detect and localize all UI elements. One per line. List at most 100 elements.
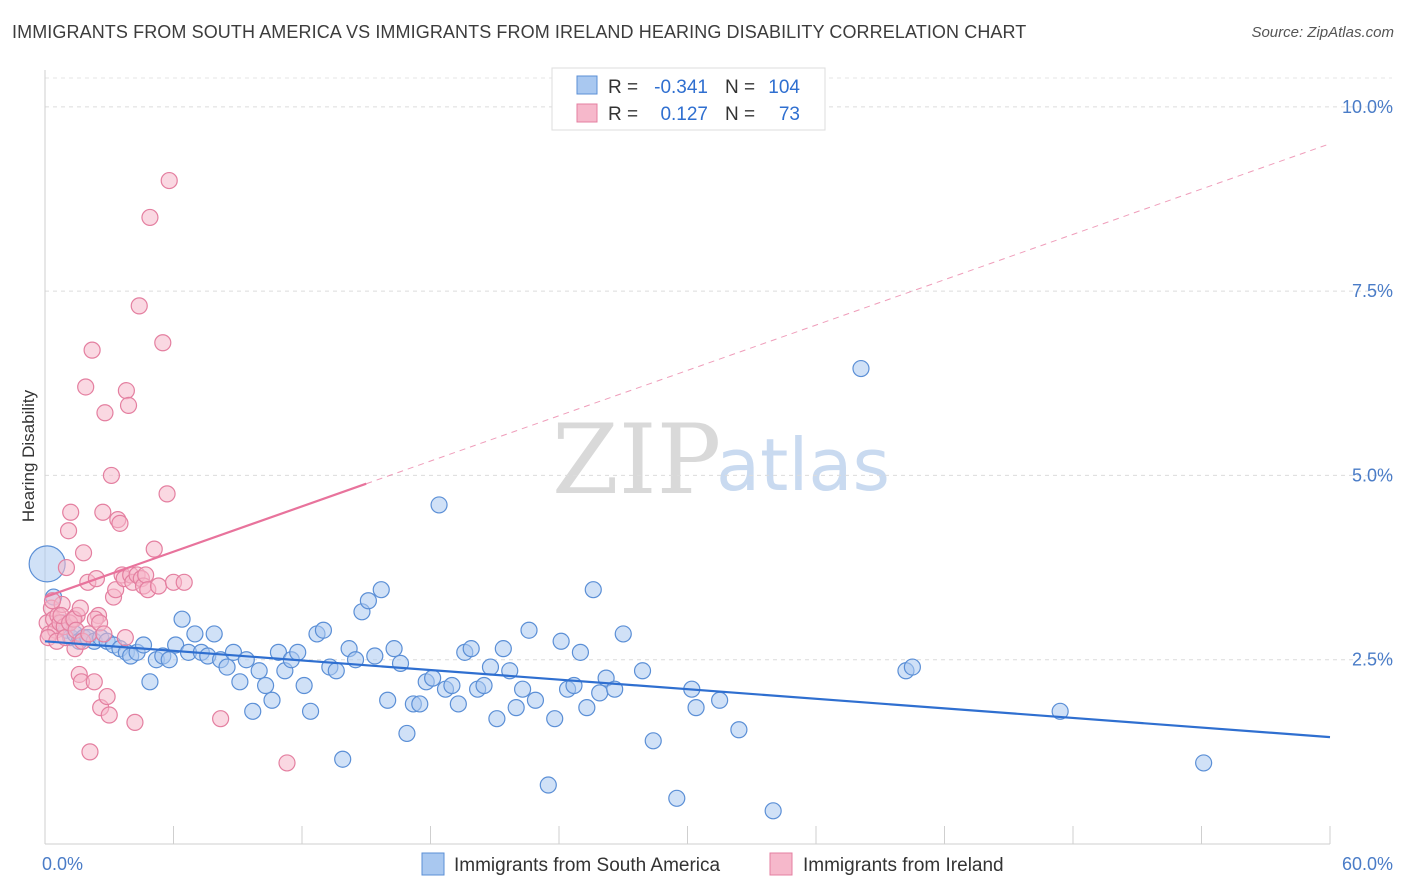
data-point bbox=[173, 610, 191, 628]
data-point bbox=[160, 171, 178, 190]
series-ireland-points bbox=[38, 171, 296, 772]
data-point bbox=[62, 503, 80, 521]
data-point bbox=[424, 669, 442, 687]
data-point bbox=[83, 341, 101, 359]
data-point bbox=[116, 628, 134, 647]
data-point bbox=[137, 566, 155, 584]
stats-r-label: R = bbox=[608, 77, 638, 98]
data-point bbox=[494, 640, 512, 658]
watermark-atlas: atlas bbox=[716, 423, 890, 507]
data-point bbox=[95, 625, 113, 643]
data-point bbox=[443, 676, 461, 695]
stats-r-value: 0.127 bbox=[660, 104, 708, 125]
data-point bbox=[372, 581, 390, 599]
y-tick-label: 7.5% bbox=[1352, 281, 1393, 301]
data-point bbox=[98, 687, 116, 706]
stats-r-value: -0.341 bbox=[654, 77, 708, 98]
data-point bbox=[167, 636, 185, 654]
data-point bbox=[488, 710, 506, 728]
y-tick-labels: 2.5% 5.0% 7.5% 10.0% bbox=[1342, 97, 1393, 670]
stats-n-value: 73 bbox=[779, 104, 800, 125]
data-point bbox=[513, 680, 532, 698]
data-point bbox=[430, 496, 448, 514]
stats-swatch-ireland bbox=[576, 103, 598, 123]
legend-swatch-ireland bbox=[769, 852, 793, 876]
data-point bbox=[852, 359, 870, 378]
source-credit: Source: ZipAtlas.com bbox=[1251, 24, 1394, 41]
data-point bbox=[119, 396, 138, 414]
data-point bbox=[633, 662, 652, 680]
trend-lines bbox=[44, 143, 1331, 739]
data-point bbox=[278, 754, 296, 772]
trend-line-south-america bbox=[44, 640, 1331, 739]
data-point bbox=[141, 673, 159, 691]
trend-line-ireland bbox=[44, 482, 367, 599]
data-point bbox=[94, 503, 112, 521]
data-point bbox=[606, 680, 624, 698]
data-point bbox=[59, 522, 78, 540]
data-point bbox=[1051, 702, 1069, 720]
data-point bbox=[149, 577, 168, 595]
data-point bbox=[578, 699, 596, 717]
x-tick-label: 60.0% bbox=[1342, 854, 1393, 874]
data-point bbox=[102, 466, 120, 485]
data-point bbox=[74, 544, 93, 562]
data-point bbox=[269, 643, 288, 661]
data-point bbox=[301, 702, 320, 720]
data-point bbox=[85, 673, 103, 691]
data-point bbox=[295, 676, 313, 695]
data-point bbox=[218, 658, 236, 676]
data-point bbox=[584, 581, 602, 599]
data-point bbox=[263, 691, 281, 709]
data-point bbox=[379, 691, 397, 709]
data-point bbox=[526, 691, 545, 709]
data-point bbox=[411, 695, 429, 713]
stats-r-label: R = bbox=[608, 104, 638, 125]
data-point bbox=[314, 621, 333, 639]
axes bbox=[44, 70, 1331, 845]
data-point bbox=[366, 647, 384, 665]
data-point bbox=[205, 625, 223, 643]
data-point bbox=[186, 625, 204, 643]
data-point bbox=[711, 691, 729, 709]
data-point bbox=[96, 404, 114, 422]
stats-swatch-south-america bbox=[576, 75, 598, 95]
data-point bbox=[730, 721, 748, 739]
watermark-zip: ZIP bbox=[552, 404, 721, 516]
data-point bbox=[160, 651, 178, 669]
data-point bbox=[57, 558, 76, 577]
data-point bbox=[398, 724, 416, 743]
stats-box: R = -0.341 N = 104 R = 0.127 N = 73 bbox=[551, 67, 826, 131]
stats-n-label: N = bbox=[725, 104, 755, 125]
data-point bbox=[481, 658, 500, 676]
data-point bbox=[903, 658, 921, 676]
y-axis-label: Hearing Disability bbox=[19, 389, 38, 522]
data-point bbox=[117, 382, 135, 400]
data-point bbox=[111, 514, 129, 532]
data-point bbox=[1195, 754, 1213, 772]
data-point bbox=[100, 706, 118, 724]
data-point bbox=[591, 684, 609, 702]
data-point bbox=[475, 676, 493, 695]
data-point bbox=[145, 540, 163, 558]
data-point bbox=[507, 699, 525, 717]
legend-swatch-south-america bbox=[421, 852, 445, 876]
data-point bbox=[250, 662, 268, 680]
data-point bbox=[237, 651, 255, 669]
data-point bbox=[764, 802, 782, 820]
legend-label-south-america: Immigrants from South America bbox=[454, 855, 721, 876]
stats-n-value: 104 bbox=[768, 77, 800, 98]
legend-label-ireland: Immigrants from Ireland bbox=[803, 855, 1004, 876]
data-point bbox=[175, 573, 193, 591]
data-point bbox=[687, 699, 705, 717]
data-point bbox=[130, 297, 148, 315]
chart-title: IMMIGRANTS FROM SOUTH AMERICA VS IMMIGRA… bbox=[12, 22, 1027, 42]
data-point bbox=[81, 743, 99, 761]
data-point bbox=[126, 713, 144, 731]
y-tick-label: 2.5% bbox=[1352, 650, 1393, 670]
data-point bbox=[141, 208, 159, 227]
data-point bbox=[212, 710, 230, 728]
data-point bbox=[449, 695, 467, 713]
x-tick-labels: 0.0% 60.0% bbox=[42, 854, 1393, 874]
